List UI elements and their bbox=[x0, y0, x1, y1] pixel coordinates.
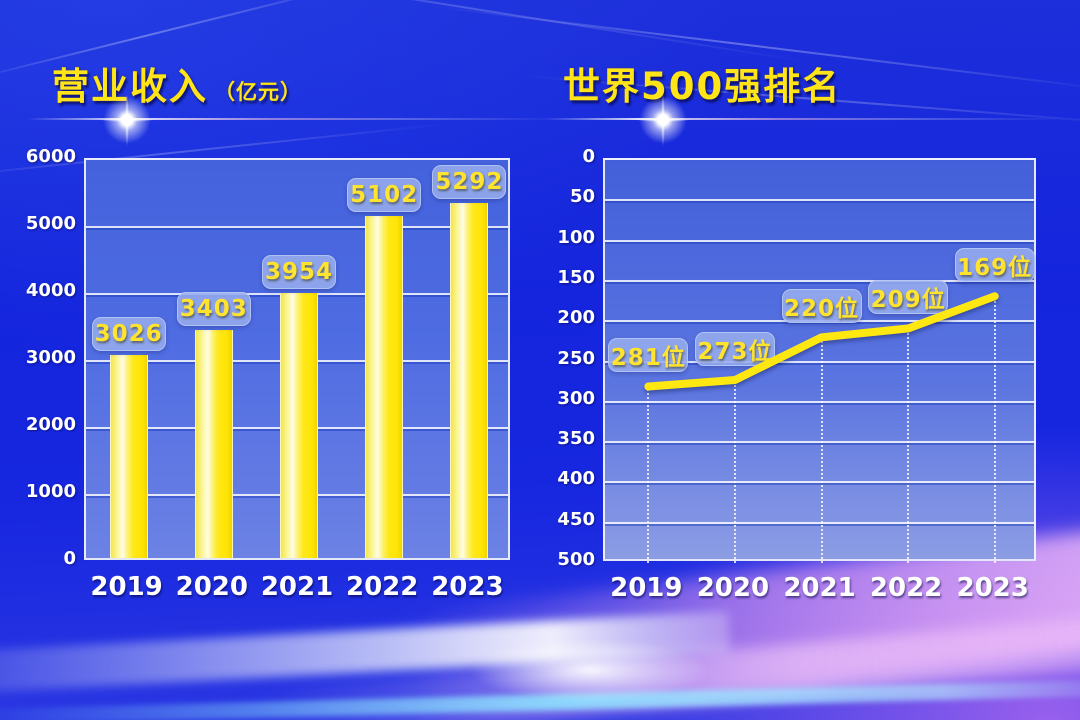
title-flare-line bbox=[28, 118, 568, 120]
y-tick-label: 300 bbox=[557, 387, 595, 409]
y-tick-label: 0 bbox=[63, 548, 76, 569]
dropline-2019 bbox=[647, 386, 650, 563]
data-label-2021: 3954 bbox=[262, 255, 336, 290]
y-tick-label: 3000 bbox=[25, 347, 76, 368]
light-streak bbox=[183, 0, 817, 65]
x-tick-label-2020: 2020 bbox=[175, 572, 248, 602]
right-chart-title-text: 世界500强排名 bbox=[563, 65, 842, 108]
ranking-trend-line bbox=[644, 292, 999, 391]
y-tick-label: 500 bbox=[557, 549, 595, 570]
gridline bbox=[605, 481, 1034, 484]
x-tick-label-2021: 2021 bbox=[783, 573, 856, 603]
x-tick-label-2023: 2023 bbox=[956, 573, 1029, 603]
data-label-2021: 220位 bbox=[781, 289, 862, 324]
bar-2022 bbox=[365, 216, 404, 558]
x-tick-label-2021: 2021 bbox=[260, 572, 334, 602]
y-tick-label: 0 bbox=[582, 146, 595, 167]
bottom-glow bbox=[430, 628, 750, 712]
data-label-2022: 209位 bbox=[868, 280, 949, 315]
dropline-2020 bbox=[733, 380, 736, 563]
y-tick-label: 5000 bbox=[25, 213, 76, 234]
bar-2019 bbox=[109, 355, 148, 558]
dropline-2022 bbox=[907, 328, 910, 563]
gridline bbox=[605, 441, 1034, 444]
ranking-line-chart-plot: 281位 273位 220位 209位 169位 bbox=[603, 158, 1036, 563]
bar-2023 bbox=[450, 203, 489, 558]
x-tick-label-2019: 2019 bbox=[90, 572, 163, 602]
gridline bbox=[605, 400, 1034, 403]
bar-2021 bbox=[280, 293, 318, 558]
data-label-2020: 3403 bbox=[176, 292, 251, 326]
data-label-2022: 5102 bbox=[347, 178, 422, 213]
gridline bbox=[605, 279, 1034, 282]
data-label-2019: 3026 bbox=[91, 317, 166, 352]
y-tick-label: 4000 bbox=[25, 280, 76, 301]
y-tick-label: 150 bbox=[557, 266, 595, 288]
right-chart-title: 世界500强排名 bbox=[563, 56, 841, 110]
gridline bbox=[86, 226, 508, 228]
data-label-2023: 169位 bbox=[954, 248, 1035, 283]
gridline bbox=[605, 199, 1034, 202]
y-tick-label: 1000 bbox=[25, 481, 76, 502]
dropline-2023 bbox=[993, 296, 996, 563]
title-flare-line bbox=[545, 118, 1065, 120]
x-tick-label-2019: 2019 bbox=[610, 573, 683, 603]
data-label-2019: 281位 bbox=[608, 338, 689, 373]
left-chart-title-text: 营业收入 bbox=[52, 65, 208, 108]
y-tick-label: 2000 bbox=[25, 414, 76, 435]
gridline bbox=[605, 360, 1034, 363]
x-tick-label-2020: 2020 bbox=[696, 573, 770, 603]
bottom-wave-pink bbox=[259, 605, 1080, 720]
y-tick-label: 450 bbox=[557, 508, 595, 530]
y-tick-label: 250 bbox=[557, 347, 595, 369]
gridline bbox=[605, 239, 1034, 242]
y-tick-label: 200 bbox=[557, 307, 595, 329]
bar-2020 bbox=[194, 330, 233, 558]
bottom-wave-white bbox=[0, 611, 731, 695]
y-tick-label: 50 bbox=[569, 186, 595, 208]
left-chart-title: 营业收入 （亿元） bbox=[52, 56, 302, 110]
x-tick-label-2023: 2023 bbox=[431, 572, 504, 602]
data-label-2023: 5292 bbox=[432, 165, 507, 200]
y-tick-label: 6000 bbox=[25, 146, 76, 167]
dropline-2021 bbox=[820, 337, 823, 563]
x-tick-label-2022: 2022 bbox=[346, 572, 419, 602]
revenue-bar-chart-plot: 3026 3403 3954 5102 5292 bbox=[84, 158, 510, 560]
left-chart-title-unit: （亿元） bbox=[214, 80, 302, 104]
data-label-2020: 273位 bbox=[694, 332, 775, 367]
y-tick-label: 350 bbox=[557, 428, 595, 450]
bottom-wave-cyan bbox=[0, 678, 1080, 720]
y-tick-label: 100 bbox=[557, 226, 595, 248]
gridline bbox=[605, 521, 1034, 524]
y-tick-label: 400 bbox=[557, 468, 595, 490]
x-tick-label-2022: 2022 bbox=[869, 573, 943, 603]
